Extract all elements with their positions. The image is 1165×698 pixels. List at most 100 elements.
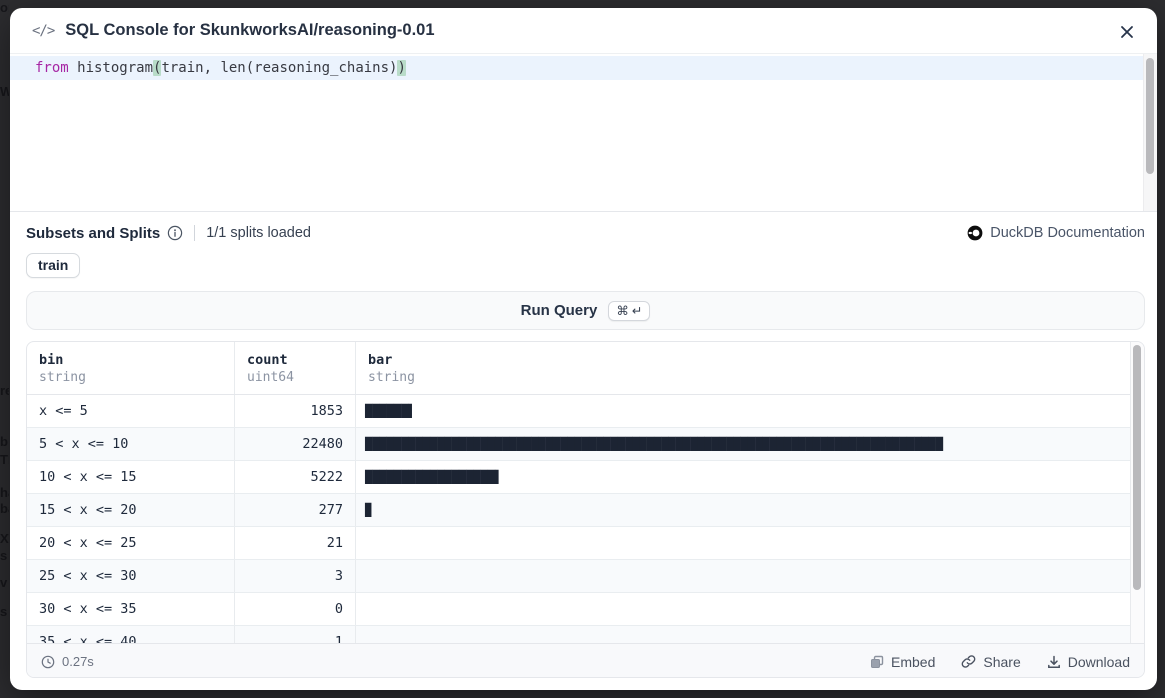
duckdb-documentation-link[interactable]: DuckDB Documentation bbox=[967, 225, 1145, 241]
backdrop-text-fragment: Th bbox=[0, 452, 9, 467]
count-cell: 0 bbox=[235, 593, 356, 625]
column-header-bar: bar string bbox=[356, 342, 1130, 394]
table-row: 15 < x <= 20 277 ▉ bbox=[27, 494, 1130, 527]
console-body: Subsets and Splits 1/1 splits loaded bbox=[10, 212, 1157, 690]
column-type: string bbox=[368, 370, 415, 385]
backdrop-text-fragment: s bbox=[0, 548, 8, 563]
sql-console-modal: </> SQL Console for SkunkworksAI/reasoni… bbox=[10, 8, 1157, 690]
count-cell: 1 bbox=[235, 626, 356, 643]
bin-cell: 35 < x <= 40 bbox=[27, 626, 235, 643]
backdrop-text-fragment: W bbox=[0, 84, 9, 99]
cmd-key-icon: ⌘ bbox=[616, 303, 629, 318]
share-label: Share bbox=[983, 653, 1021, 670]
run-query-button[interactable]: Run Query ⌘ ↵ bbox=[26, 291, 1145, 330]
column-header-bin: bin string bbox=[27, 342, 235, 394]
bin-cell: 5 < x <= 10 bbox=[27, 428, 235, 460]
embed-button[interactable]: Embed bbox=[870, 654, 935, 670]
link-icon bbox=[961, 654, 976, 669]
table-scrollbar-thumb[interactable] bbox=[1133, 345, 1141, 590]
table-row: 10 < x <= 15 5222 ██████████████████▌ bbox=[27, 461, 1130, 494]
backdrop-text-fragment: orn bbox=[0, 0, 9, 15]
results-footer: 0.27s Embed bbox=[27, 643, 1144, 677]
sql-keyword: from bbox=[35, 60, 69, 76]
editor-active-line bbox=[10, 56, 1143, 80]
count-cell: 22480 bbox=[235, 428, 356, 460]
count-cell: 21 bbox=[235, 527, 356, 559]
split-badge-train[interactable]: train bbox=[26, 253, 81, 278]
backdrop-text-fragment: v bbox=[0, 575, 8, 590]
embed-label: Embed bbox=[891, 653, 936, 670]
editor-scrollbar-thumb[interactable] bbox=[1146, 58, 1154, 174]
sql-function: histogram bbox=[68, 60, 154, 76]
bin-cell: x <= 5 bbox=[27, 395, 235, 427]
bar-cell: ██████████████████▌ bbox=[365, 470, 503, 484]
backdrop-text-fragment: s bbox=[0, 604, 8, 619]
column-header-count: count uint64 bbox=[235, 342, 356, 394]
query-duration-value: 0.27s bbox=[62, 654, 94, 669]
bar-cell bbox=[356, 626, 1130, 643]
bin-cell: 10 < x <= 15 bbox=[27, 461, 235, 493]
bar-cell bbox=[356, 560, 1130, 592]
sql-open-paren: ( bbox=[153, 60, 162, 76]
download-label: Download bbox=[1067, 653, 1130, 670]
results-actions: Embed Share bbox=[870, 654, 1130, 670]
query-duration: 0.27s bbox=[41, 654, 94, 669]
sql-args: train, len(reasoning_chains) bbox=[161, 60, 398, 76]
column-name: bar bbox=[368, 352, 393, 368]
splits-loaded-status: 1/1 splits loaded bbox=[206, 225, 311, 241]
table-scrollbar-track[interactable] bbox=[1130, 342, 1144, 643]
embed-icon bbox=[870, 655, 884, 669]
table-row: 25 < x <= 30 3 bbox=[27, 560, 1130, 593]
vertical-divider bbox=[194, 225, 196, 241]
clock-icon bbox=[41, 655, 55, 669]
bar-cell bbox=[356, 527, 1130, 559]
sql-close-paren: ) bbox=[397, 60, 406, 76]
close-icon bbox=[1119, 24, 1135, 40]
table-row: 20 < x <= 25 21 bbox=[27, 527, 1130, 560]
bar-cell: ████████████████████████████████████████… bbox=[365, 437, 943, 451]
keyboard-shortcut-badge: ⌘ ↵ bbox=[608, 300, 651, 321]
query-results-panel: bin string count uint64 bar string x <= … bbox=[26, 341, 1145, 678]
run-query-label: Run Query bbox=[520, 302, 598, 319]
table-row: 35 < x <= 40 1 bbox=[27, 626, 1130, 643]
bin-cell: 25 < x <= 30 bbox=[27, 560, 235, 592]
info-icon[interactable] bbox=[167, 225, 183, 241]
column-type: uint64 bbox=[247, 370, 294, 385]
bin-cell: 15 < x <= 20 bbox=[27, 494, 235, 526]
column-name: bin bbox=[39, 352, 64, 368]
modal-header: </> SQL Console for SkunkworksAI/reasoni… bbox=[10, 8, 1157, 54]
table-row: 30 < x <= 35 0 bbox=[27, 593, 1130, 626]
download-icon bbox=[1047, 655, 1061, 669]
column-type: string bbox=[39, 370, 86, 385]
sql-editor[interactable]: from histogram(train, len(reasoning_chai… bbox=[10, 54, 1157, 212]
results-table: bin string count uint64 bar string x <= … bbox=[27, 342, 1144, 643]
backdrop-text-fragment: XT bbox=[0, 531, 9, 546]
splits-heading: Subsets and Splits bbox=[26, 224, 161, 242]
bar-cell: ██████▌ bbox=[365, 404, 416, 418]
count-cell: 1853 bbox=[235, 395, 356, 427]
bar-cell: ▉ bbox=[365, 503, 373, 517]
count-cell: 5222 bbox=[235, 461, 356, 493]
share-button[interactable]: Share bbox=[961, 653, 1021, 670]
close-button[interactable] bbox=[1115, 20, 1139, 44]
duckdb-logo-icon bbox=[967, 225, 983, 241]
code-icon: </> bbox=[32, 22, 55, 39]
table-row: x <= 5 1853 ██████▌ bbox=[27, 395, 1130, 428]
download-button[interactable]: Download bbox=[1047, 654, 1130, 670]
backdrop-text-fragment: b bbox=[0, 434, 8, 449]
count-cell: 3 bbox=[235, 560, 356, 592]
duckdb-documentation-label: DuckDB Documentation bbox=[990, 225, 1145, 241]
bar-cell bbox=[356, 593, 1130, 625]
table-header-row: bin string count uint64 bar string bbox=[27, 342, 1130, 395]
count-cell: 277 bbox=[235, 494, 356, 526]
backdrop-text-fragment: ba bbox=[0, 501, 9, 516]
editor-scrollbar-track[interactable] bbox=[1143, 54, 1157, 211]
splits-row: Subsets and Splits 1/1 splits loaded bbox=[26, 221, 1145, 245]
backdrop-text-fragment: ha bbox=[0, 485, 9, 500]
bin-cell: 30 < x <= 35 bbox=[27, 593, 235, 625]
modal-title: SQL Console for SkunkworksAI/reasoning-0… bbox=[65, 21, 435, 39]
enter-key-icon: ↵ bbox=[631, 303, 643, 318]
backdrop-text-fragment: re bbox=[0, 383, 9, 398]
sql-query-text: from histogram(train, len(reasoning_chai… bbox=[35, 56, 406, 80]
column-name: count bbox=[247, 352, 288, 368]
